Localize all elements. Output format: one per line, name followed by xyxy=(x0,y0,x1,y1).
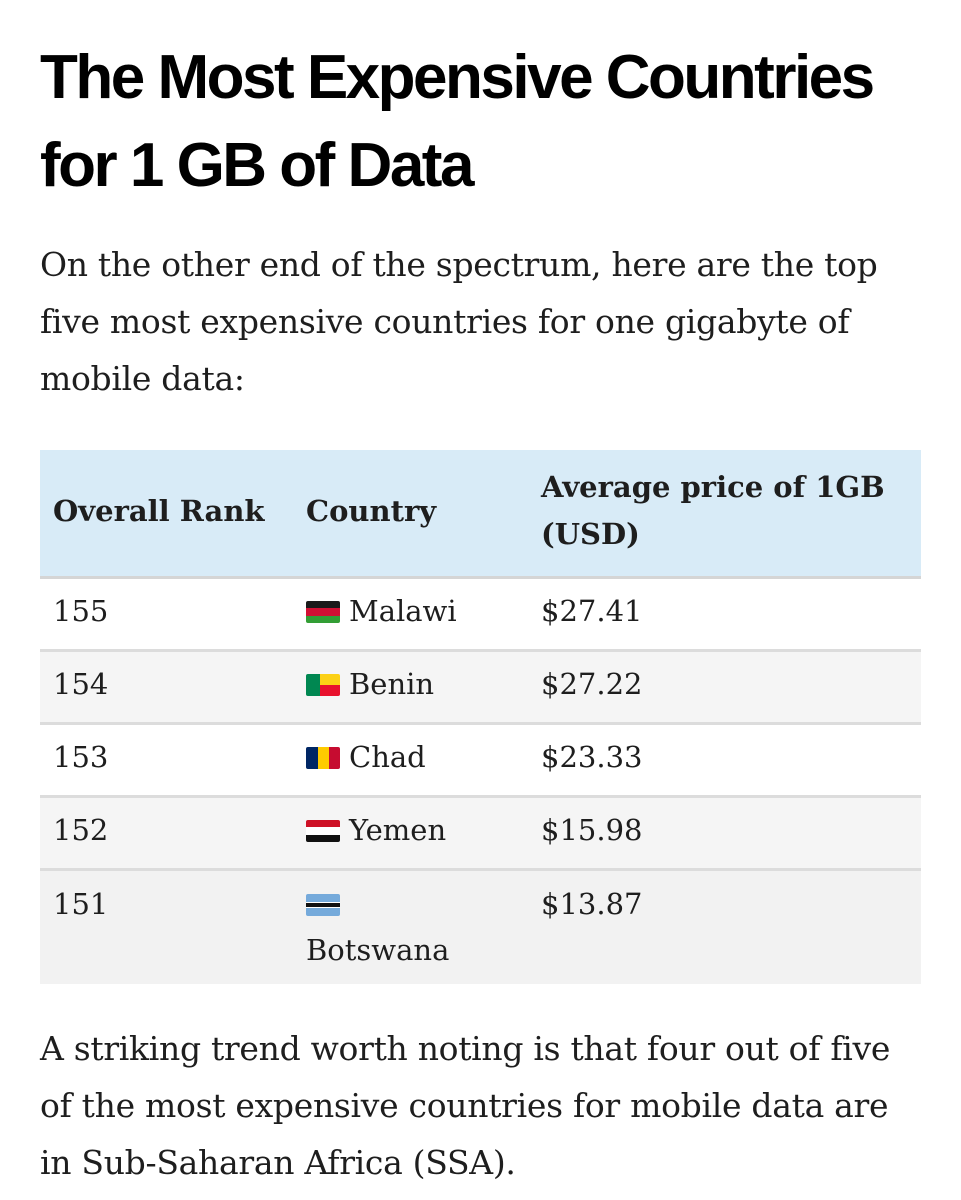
botswana-flag-icon xyxy=(306,894,340,916)
rank-cell: 155 xyxy=(40,577,293,652)
price-cell: $23.33 xyxy=(528,723,921,798)
country-name: Malawi xyxy=(349,594,457,628)
country-cell: Botswana xyxy=(293,869,528,984)
chad-flag-icon xyxy=(306,747,340,769)
rank-cell: 154 xyxy=(40,650,293,725)
yemen-flag-icon xyxy=(306,820,340,842)
table-row: 154 Benin $27.22 xyxy=(40,650,921,725)
table-row: 151 Botswana $13.87 xyxy=(40,869,921,984)
price-cell: $27.41 xyxy=(528,577,921,652)
country-name: Chad xyxy=(349,740,426,774)
country-name: Benin xyxy=(349,667,435,701)
header-price: Average price of 1GB (USD) xyxy=(528,450,921,579)
malawi-flag-icon xyxy=(306,601,340,623)
country-cell: Chad xyxy=(293,723,528,798)
page-title: The Most Expensive Countries for 1 GB of… xyxy=(40,43,875,200)
rank-cell: 151 xyxy=(40,869,293,984)
country-name: Yemen xyxy=(349,813,447,847)
rank-cell: 153 xyxy=(40,723,293,798)
table-row: 153 Chad $23.33 xyxy=(40,723,921,798)
country-cell: Yemen xyxy=(293,796,528,871)
conclusion-paragraph: A striking trend worth noting is that fo… xyxy=(40,1029,891,1182)
price-cell: $15.98 xyxy=(528,796,921,871)
table-row: 155 Malawi $27.41 xyxy=(40,577,921,652)
table-header-row: Overall Rank Country Average price of 1G… xyxy=(40,450,921,579)
benin-flag-icon xyxy=(306,674,340,696)
country-cell: Malawi xyxy=(293,577,528,652)
intro-paragraph: On the other end of the spectrum, here a… xyxy=(40,245,878,398)
price-cell: $27.22 xyxy=(528,650,921,725)
country-cell: Benin xyxy=(293,650,528,725)
rank-cell: 152 xyxy=(40,796,293,871)
header-rank: Overall Rank xyxy=(40,450,293,579)
header-country: Country xyxy=(293,450,528,579)
price-table: Overall Rank Country Average price of 1G… xyxy=(40,450,921,984)
table-row: 152 Yemen $15.98 xyxy=(40,796,921,871)
country-name: Botswana xyxy=(306,933,450,967)
price-cell: $13.87 xyxy=(528,869,921,984)
